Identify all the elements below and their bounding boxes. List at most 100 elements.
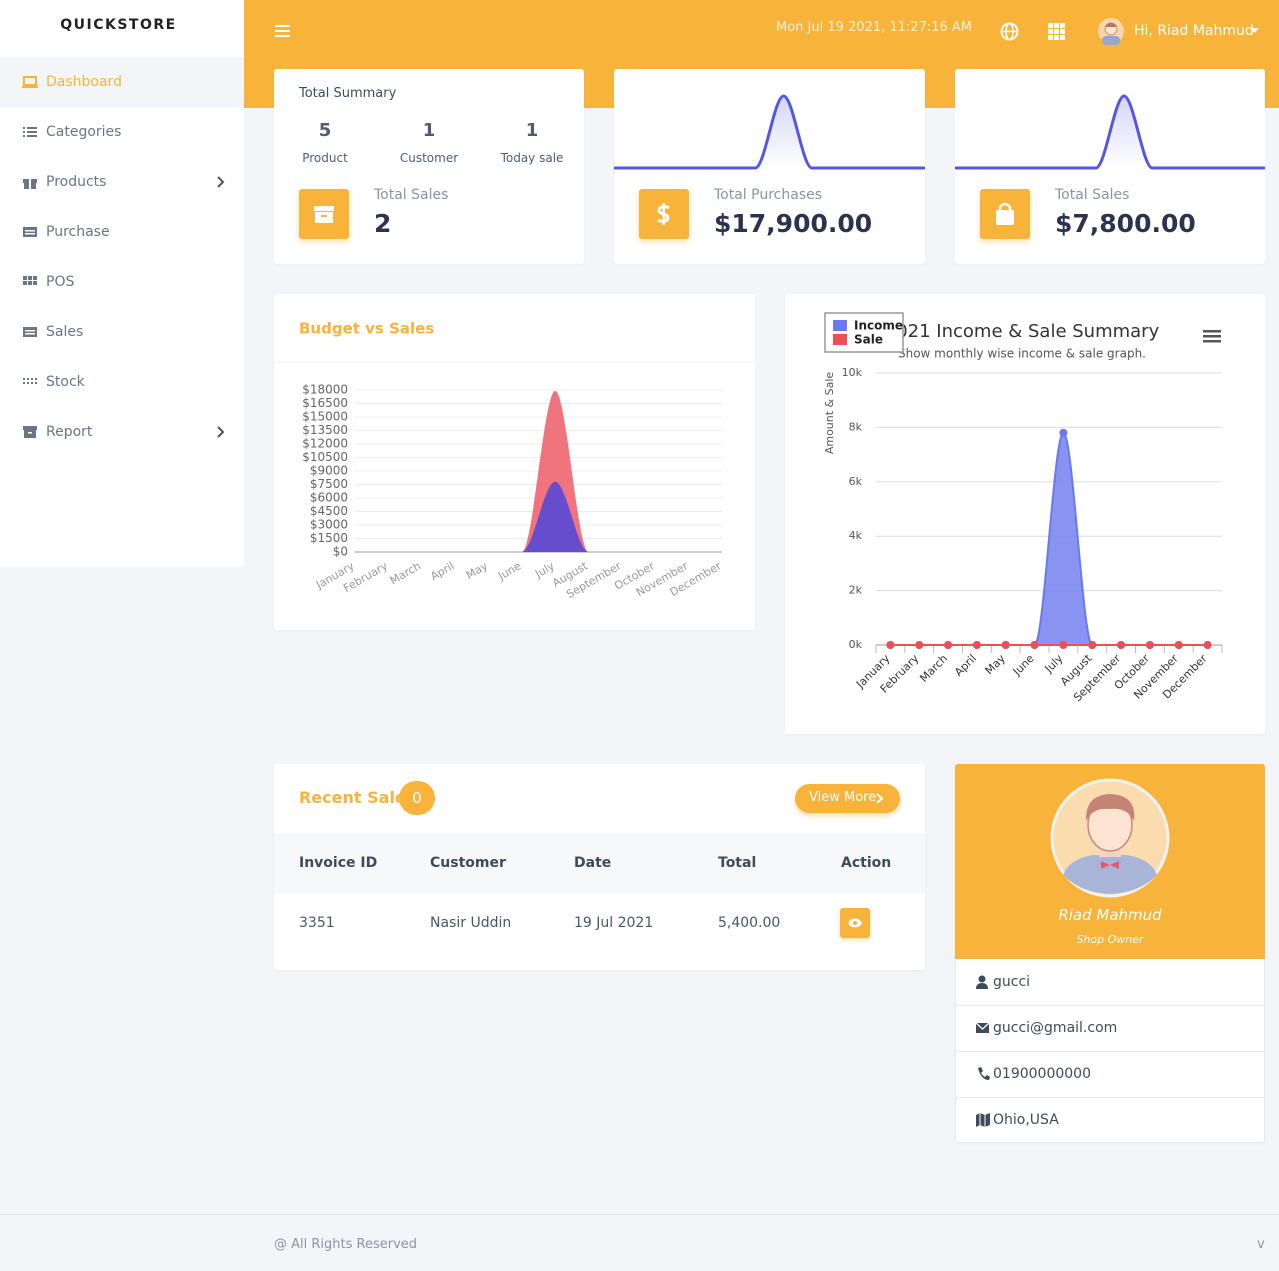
- column-header: Date: [574, 855, 612, 871]
- dollar-icon: [657, 203, 670, 225]
- line: [955, 94, 1265, 170]
- eye-icon: [848, 918, 862, 928]
- view-button[interactable]: [840, 908, 870, 938]
- chart-subtitle: Show monthly wise income & sale graph.: [898, 347, 1146, 361]
- menu-item[interactable]: Sales: [46, 324, 84, 340]
- y-axis-label: Amount & Sale: [823, 372, 836, 455]
- stat-value: 1: [422, 120, 436, 141]
- column-header: Invoice ID: [299, 855, 378, 871]
- area: [355, 390, 722, 552]
- chevron: [876, 793, 884, 804]
- stat-label: Today sale: [500, 151, 564, 165]
- menu-icon: [23, 426, 37, 438]
- y-tick-label: $12000: [302, 437, 348, 451]
- stat-label: Customer: [399, 151, 459, 165]
- menu-icon: [23, 179, 37, 189]
- x-tick-label: March: [388, 559, 424, 587]
- point: [1203, 641, 1212, 649]
- detail: Ohio,USA: [993, 1112, 1059, 1128]
- point: [1001, 641, 1010, 649]
- user-avatar[interactable]: [1097, 17, 1125, 45]
- sparkline: [614, 94, 925, 170]
- profile-name: Riad Mahmud: [1058, 906, 1162, 924]
- column-header: Action: [841, 855, 892, 871]
- total-sales-value: 2: [374, 209, 392, 238]
- menu-icon: [23, 276, 37, 285]
- detail: gucci@gmail.com: [993, 1020, 1118, 1036]
- y-tick-label: $1500: [310, 531, 348, 545]
- legend-box: [824, 312, 904, 353]
- y-tick-label: $6000: [310, 491, 348, 505]
- menu-icon: [23, 378, 37, 384]
- point: [972, 641, 981, 649]
- cell: 5,400.00: [718, 915, 781, 931]
- menu-icon: [23, 327, 37, 337]
- caret: [1250, 28, 1259, 33]
- row-border: [956, 1051, 1264, 1052]
- footer-text: @ All Rights Reserved: [274, 1237, 418, 1252]
- point: [1059, 641, 1068, 649]
- footer-border: [0, 1214, 1279, 1215]
- detail-icon: [978, 1067, 990, 1080]
- view-more-label[interactable]: View More: [809, 790, 877, 805]
- icon-box: [299, 189, 349, 239]
- line: [614, 94, 925, 170]
- badge: 0: [399, 781, 435, 815]
- legend-swatch: [833, 320, 847, 331]
- row-border: [956, 1005, 1264, 1006]
- budget-chart: Budget vs Sales $0$1500$3000$4500$6000$7…: [274, 320, 755, 601]
- budget-card: Budget vs Sales $0 $1500 $3000 $4500 $6000 $7…: [274, 294, 755, 630]
- detail-icon: [976, 1113, 990, 1127]
- area: [355, 481, 722, 552]
- cell: Nasir Uddin: [430, 915, 512, 931]
- y-tick-label: $15000: [302, 410, 348, 424]
- column-header: Total: [718, 855, 757, 871]
- x-tick-label: May: [983, 652, 1009, 678]
- detail: 01900000000: [993, 1066, 1091, 1082]
- menu-item[interactable]: Categories: [46, 124, 122, 140]
- menu-icon: [23, 227, 37, 237]
- point: [1145, 641, 1154, 649]
- menu-item[interactable]: Products: [46, 174, 107, 190]
- menu-item[interactable]: Report: [46, 424, 93, 440]
- menu-item[interactable]: POS: [46, 274, 75, 290]
- menu-toggle[interactable]: [274, 23, 292, 39]
- active-row: [0, 57, 244, 107]
- archive-icon: [314, 206, 334, 223]
- cell: 3351: [299, 915, 335, 931]
- stat-value: 5: [318, 120, 332, 141]
- y-tick-label: 10k: [842, 366, 863, 379]
- card-value: $7,800.00: [1055, 209, 1196, 238]
- bag-icon: [996, 202, 1014, 225]
- y-tick-label: $10500: [302, 450, 348, 464]
- language-icon[interactable]: [1000, 22, 1019, 41]
- x-tick-label: March: [917, 652, 950, 685]
- point: [1088, 641, 1097, 649]
- icon-box: [639, 189, 689, 239]
- x-tick-label: April: [952, 652, 979, 679]
- menu-item[interactable]: Stock: [46, 374, 85, 390]
- column-header: Customer: [430, 855, 506, 871]
- chevron: [217, 176, 225, 188]
- user-menu[interactable]: Hi, Riad Mahmud: [1134, 23, 1254, 39]
- menu-item[interactable]: Purchase: [46, 224, 110, 240]
- chart-menu[interactable]: [1203, 330, 1221, 343]
- point: [1030, 641, 1039, 649]
- chart-title: Budget vs Sales: [299, 320, 434, 338]
- legend-swatch: [833, 334, 847, 345]
- card-label: Total Sales: [1055, 187, 1130, 203]
- menu-item[interactable]: Dashboard: [46, 74, 122, 90]
- stat-label: Product: [302, 151, 348, 165]
- point: [1059, 428, 1068, 437]
- version: v: [1257, 1237, 1265, 1252]
- total-sales-label: Total Sales: [374, 187, 449, 203]
- legend-label: Income: [854, 319, 903, 333]
- y-tick-label: $3000: [310, 518, 348, 532]
- x-tick-label: May: [464, 559, 491, 582]
- datetime: Mon Jul 19 2021, 11:27:16 AM: [776, 20, 973, 35]
- apps-icon[interactable]: [1048, 23, 1065, 40]
- table-header: [274, 833, 925, 893]
- sparkline: [955, 94, 1265, 170]
- y-tick-label: $16500: [302, 396, 348, 410]
